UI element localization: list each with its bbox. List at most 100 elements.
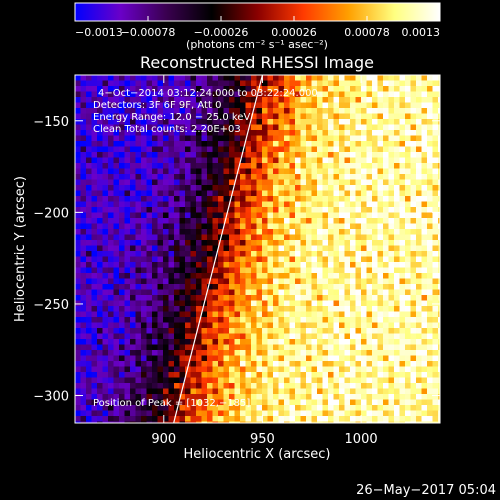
heatmap-cell: [383, 196, 389, 202]
heatmap-cell: [372, 119, 378, 125]
heatmap-cell: [102, 361, 109, 367]
heatmap-cell: [163, 350, 169, 356]
heatmap-cell: [163, 300, 169, 307]
heatmap-cell: [168, 383, 175, 389]
heatmap-cell: [141, 284, 147, 290]
heatmap-cell: [75, 212, 81, 219]
heatmap-cell: [135, 278, 142, 285]
heatmap-cell: [141, 229, 147, 235]
heatmap-cell: [350, 355, 356, 362]
heatmap-cell: [399, 416, 406, 422]
heatmap-cell: [146, 97, 153, 103]
heatmap-cell: [130, 124, 136, 131]
heatmap-cell: [80, 179, 87, 186]
heatmap-cell: [245, 388, 252, 395]
heatmap-cell: [350, 163, 356, 169]
heatmap-cell: [196, 245, 202, 252]
heatmap-cell: [361, 86, 367, 92]
heatmap-cell: [394, 361, 400, 367]
heatmap-cell: [416, 201, 422, 208]
heatmap-cell: [124, 262, 131, 268]
heatmap-cell: [124, 185, 131, 191]
heatmap-cell: [86, 333, 92, 340]
heatmap-cell: [317, 339, 323, 345]
heatmap-cell: [278, 196, 285, 202]
heatmap-cell: [190, 190, 197, 197]
heatmap-cell: [196, 262, 202, 268]
heatmap-cell: [80, 212, 87, 219]
heatmap-cell: [328, 163, 334, 169]
heatmap-cell: [361, 201, 367, 208]
heatmap-cell: [399, 234, 406, 241]
heatmap-cell: [289, 251, 296, 257]
heatmap-cell: [179, 366, 186, 373]
heatmap-cell: [185, 201, 191, 208]
heatmap-cell: [124, 108, 131, 114]
heatmap-cell: [273, 223, 279, 230]
heatmap-cell: [306, 179, 312, 186]
heatmap-cell: [168, 284, 175, 290]
heatmap-cell: [130, 256, 136, 263]
heatmap-cell: [427, 372, 433, 378]
heatmap-cell: [201, 383, 208, 389]
heatmap-cell: [234, 174, 241, 180]
heatmap-cell: [361, 240, 367, 246]
heatmap-cell: [135, 124, 142, 131]
heatmap-cell: [234, 207, 241, 213]
heatmap-cell: [322, 141, 329, 147]
heatmap-cell: [427, 223, 433, 230]
heatmap-cell: [212, 97, 219, 103]
heatmap-cell: [229, 240, 235, 246]
heatmap-cell: [141, 119, 147, 125]
heatmap-cell: [102, 190, 109, 197]
heatmap-cell: [207, 405, 213, 411]
heatmap-cell: [119, 80, 125, 87]
heatmap-cell: [333, 212, 340, 219]
heatmap-cell: [179, 91, 186, 98]
heatmap-cell: [410, 306, 417, 312]
heatmap-cell: [223, 124, 230, 131]
heatmap-cell: [377, 163, 384, 169]
heatmap-cell: [278, 394, 285, 400]
heatmap-cell: [245, 416, 252, 422]
heatmap-cell: [394, 157, 400, 164]
heatmap-cell: [130, 278, 136, 285]
heatmap-cell: [212, 333, 219, 340]
heatmap-cell: [130, 97, 136, 103]
heatmap-cell: [212, 372, 219, 378]
heatmap-cell: [80, 383, 87, 389]
heatmap-cell: [113, 97, 120, 103]
heatmap-cell: [179, 416, 186, 422]
heatmap-cell: [311, 300, 318, 307]
heatmap-cell: [394, 201, 400, 208]
heatmap-cell: [416, 317, 422, 323]
heatmap-cell: [179, 75, 186, 81]
heatmap-cell: [157, 240, 164, 246]
heatmap-cell: [306, 240, 312, 246]
heatmap-cell: [190, 267, 197, 274]
heatmap-cell: [157, 421, 164, 423]
heatmap-cell: [333, 388, 340, 395]
heatmap-cell: [218, 284, 224, 290]
heatmap-cell: [273, 306, 279, 312]
heatmap-cell: [273, 350, 279, 356]
heatmap-cell: [207, 366, 213, 373]
heatmap-cell: [388, 86, 395, 92]
heatmap-cell: [212, 295, 219, 301]
heatmap-cell: [97, 119, 103, 125]
heatmap-cell: [135, 80, 142, 87]
heatmap-cell: [388, 207, 395, 213]
heatmap-cell: [240, 234, 246, 241]
heatmap-cell: [333, 295, 340, 301]
heatmap-cell: [141, 372, 147, 378]
annotation-method: Clean Total counts: 2.20E+03: [93, 124, 241, 135]
heatmap-cell: [311, 124, 318, 131]
heatmap-cell: [300, 350, 307, 356]
heatmap-cell: [311, 102, 318, 109]
heatmap-cell: [185, 245, 191, 252]
heatmap-cell: [339, 394, 345, 400]
heatmap-cell: [185, 273, 191, 279]
heatmap-cell: [317, 201, 323, 208]
heatmap-cell: [410, 135, 417, 142]
heatmap-cell: [328, 223, 334, 230]
